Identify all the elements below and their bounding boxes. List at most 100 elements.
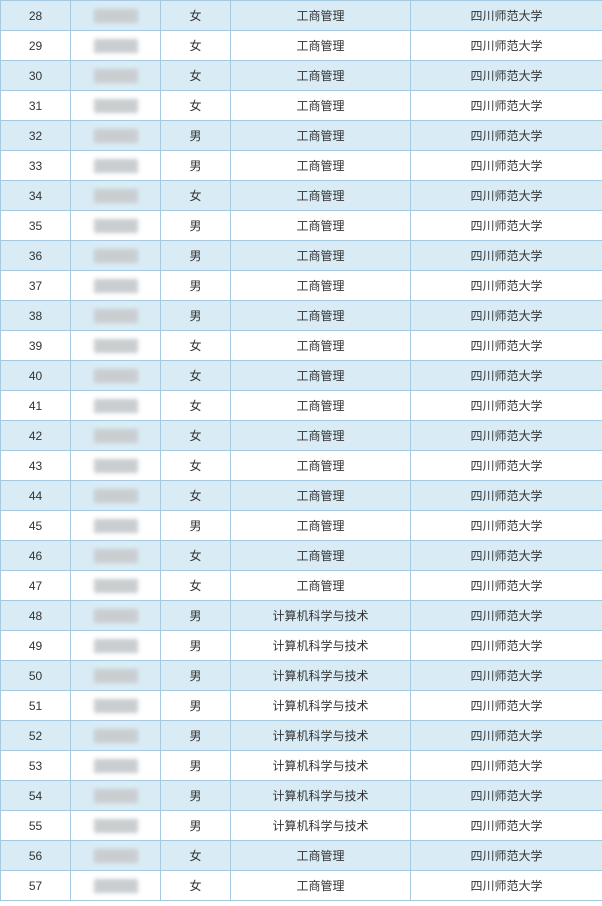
- redaction-block: [94, 879, 138, 893]
- cell-university: 四川师范大学: [411, 181, 602, 211]
- cell-index: 48: [1, 601, 71, 631]
- cell-major: 工商管理: [231, 61, 411, 91]
- cell-major: 工商管理: [231, 211, 411, 241]
- cell-name-redacted: [71, 481, 161, 511]
- cell-major: 工商管理: [231, 841, 411, 871]
- cell-sex: 男: [161, 781, 231, 811]
- cell-major: 工商管理: [231, 241, 411, 271]
- table-row: 46女工商管理四川师范大学: [1, 541, 602, 571]
- cell-name-redacted: [71, 181, 161, 211]
- redaction-block: [94, 759, 138, 773]
- cell-sex: 男: [161, 511, 231, 541]
- cell-sex: 女: [161, 181, 231, 211]
- cell-name-redacted: [71, 751, 161, 781]
- cell-sex: 女: [161, 1, 231, 31]
- cell-university: 四川师范大学: [411, 691, 602, 721]
- cell-name-redacted: [71, 211, 161, 241]
- cell-sex: 女: [161, 61, 231, 91]
- cell-name-redacted: [71, 541, 161, 571]
- redaction-block: [94, 279, 138, 293]
- table-row: 32男工商管理四川师范大学: [1, 121, 602, 151]
- redaction-block: [94, 219, 138, 233]
- cell-name-redacted: [71, 301, 161, 331]
- cell-index: 43: [1, 451, 71, 481]
- cell-major: 工商管理: [231, 91, 411, 121]
- cell-university: 四川师范大学: [411, 301, 602, 331]
- table-row: 39女工商管理四川师范大学: [1, 331, 602, 361]
- cell-name-redacted: [71, 61, 161, 91]
- cell-university: 四川师范大学: [411, 781, 602, 811]
- cell-major: 工商管理: [231, 481, 411, 511]
- student-table: 28女工商管理四川师范大学29女工商管理四川师范大学30女工商管理四川师范大学3…: [0, 0, 602, 901]
- redaction-block: [94, 789, 138, 803]
- redaction-block: [94, 369, 138, 383]
- table-row: 34女工商管理四川师范大学: [1, 181, 602, 211]
- cell-index: 36: [1, 241, 71, 271]
- cell-index: 39: [1, 331, 71, 361]
- cell-sex: 男: [161, 721, 231, 751]
- cell-major: 计算机科学与技术: [231, 631, 411, 661]
- cell-major: 计算机科学与技术: [231, 601, 411, 631]
- cell-university: 四川师范大学: [411, 61, 602, 91]
- table-row: 38男工商管理四川师范大学: [1, 301, 602, 331]
- cell-university: 四川师范大学: [411, 571, 602, 601]
- cell-sex: 男: [161, 211, 231, 241]
- cell-university: 四川师范大学: [411, 481, 602, 511]
- table-row: 35男工商管理四川师范大学: [1, 211, 602, 241]
- table-row: 49男计算机科学与技术四川师范大学: [1, 631, 602, 661]
- cell-major: 计算机科学与技术: [231, 661, 411, 691]
- cell-index: 29: [1, 31, 71, 61]
- redaction-block: [94, 99, 138, 113]
- cell-index: 49: [1, 631, 71, 661]
- cell-university: 四川师范大学: [411, 151, 602, 181]
- cell-sex: 女: [161, 91, 231, 121]
- cell-name-redacted: [71, 121, 161, 151]
- table-row: 52男计算机科学与技术四川师范大学: [1, 721, 602, 751]
- cell-name-redacted: [71, 421, 161, 451]
- cell-major: 工商管理: [231, 391, 411, 421]
- cell-major: 计算机科学与技术: [231, 691, 411, 721]
- table-row: 30女工商管理四川师范大学: [1, 61, 602, 91]
- table-row: 36男工商管理四川师范大学: [1, 241, 602, 271]
- cell-index: 40: [1, 361, 71, 391]
- cell-name-redacted: [71, 511, 161, 541]
- cell-university: 四川师范大学: [411, 121, 602, 151]
- cell-major: 工商管理: [231, 421, 411, 451]
- redaction-block: [94, 699, 138, 713]
- cell-index: 50: [1, 661, 71, 691]
- redaction-block: [94, 669, 138, 683]
- cell-sex: 男: [161, 751, 231, 781]
- cell-sex: 女: [161, 841, 231, 871]
- redaction-block: [94, 429, 138, 443]
- cell-index: 37: [1, 271, 71, 301]
- cell-university: 四川师范大学: [411, 511, 602, 541]
- cell-university: 四川师范大学: [411, 271, 602, 301]
- redaction-block: [94, 549, 138, 563]
- cell-university: 四川师范大学: [411, 241, 602, 271]
- table-row: 37男工商管理四川师范大学: [1, 271, 602, 301]
- cell-index: 53: [1, 751, 71, 781]
- cell-name-redacted: [71, 151, 161, 181]
- redaction-block: [94, 399, 138, 413]
- cell-university: 四川师范大学: [411, 361, 602, 391]
- cell-major: 计算机科学与技术: [231, 811, 411, 841]
- redaction-block: [94, 519, 138, 533]
- cell-university: 四川师范大学: [411, 841, 602, 871]
- table-row: 55男计算机科学与技术四川师范大学: [1, 811, 602, 841]
- redaction-block: [94, 339, 138, 353]
- cell-sex: 男: [161, 661, 231, 691]
- cell-index: 47: [1, 571, 71, 601]
- cell-sex: 女: [161, 451, 231, 481]
- cell-university: 四川师范大学: [411, 331, 602, 361]
- redaction-block: [94, 849, 138, 863]
- cell-index: 45: [1, 511, 71, 541]
- redaction-block: [94, 609, 138, 623]
- cell-index: 57: [1, 871, 71, 901]
- cell-university: 四川师范大学: [411, 631, 602, 661]
- cell-name-redacted: [71, 571, 161, 601]
- cell-name-redacted: [71, 331, 161, 361]
- table-row: 51男计算机科学与技术四川师范大学: [1, 691, 602, 721]
- cell-sex: 女: [161, 481, 231, 511]
- cell-index: 31: [1, 91, 71, 121]
- redaction-block: [94, 39, 138, 53]
